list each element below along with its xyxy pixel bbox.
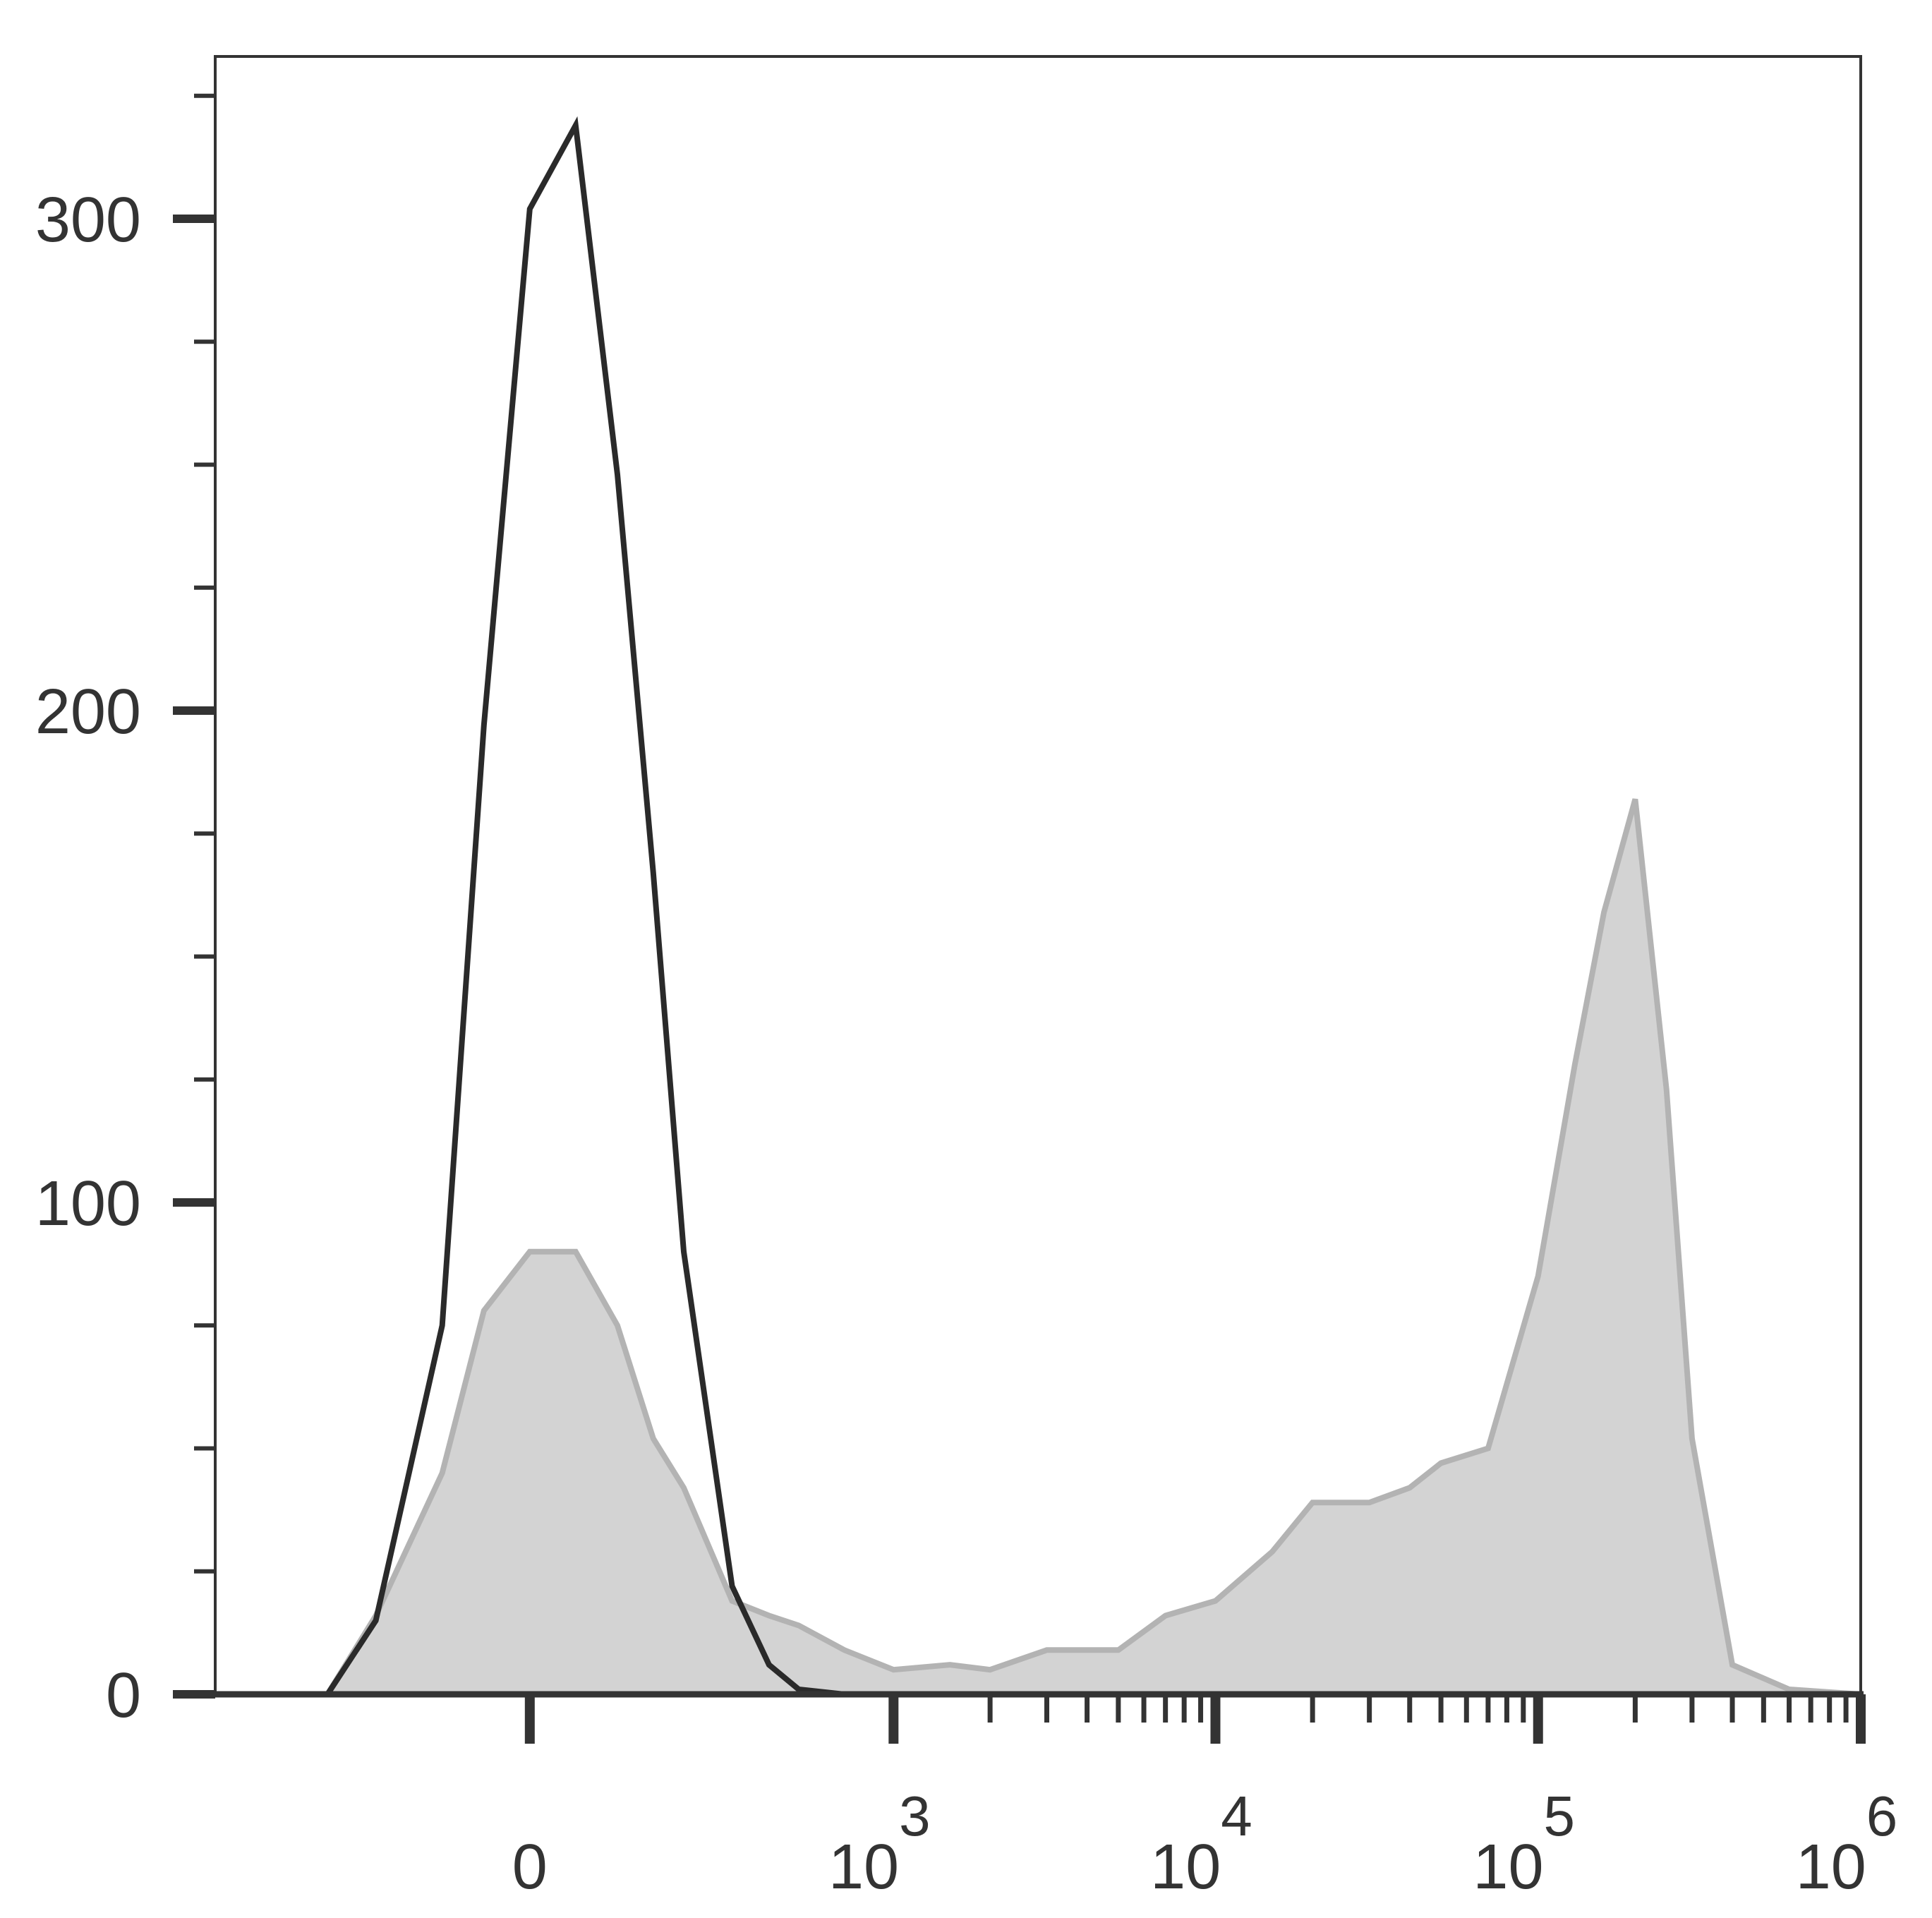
x-tick-exponent: 6 — [1866, 1785, 1898, 1847]
series-area — [327, 799, 1861, 1694]
x-tick-base: 10 — [1150, 1832, 1221, 1902]
x-tick-base: 10 — [1796, 1832, 1866, 1902]
y-tick-label: 100 — [35, 1169, 141, 1239]
x-tick-exponent: 3 — [899, 1785, 931, 1847]
x-tick-base: 10 — [1473, 1832, 1543, 1902]
y-tick-label: 200 — [35, 677, 141, 747]
y-tick-label: 300 — [35, 185, 141, 255]
y-tick-label: 0 — [106, 1660, 141, 1731]
x-tick-label: 104 — [1150, 1785, 1252, 1902]
x-tick-label: 106 — [1796, 1785, 1898, 1902]
x-tick-base: 10 — [828, 1832, 899, 1902]
x-tick-exponent: 4 — [1221, 1785, 1252, 1847]
series-line — [325, 798, 1861, 1697]
x-tick-label: 0 — [512, 1832, 548, 1902]
x-tick-label: 105 — [1473, 1785, 1575, 1902]
x-tick-exponent: 5 — [1544, 1785, 1576, 1847]
x-tick-label: 103 — [828, 1785, 931, 1902]
